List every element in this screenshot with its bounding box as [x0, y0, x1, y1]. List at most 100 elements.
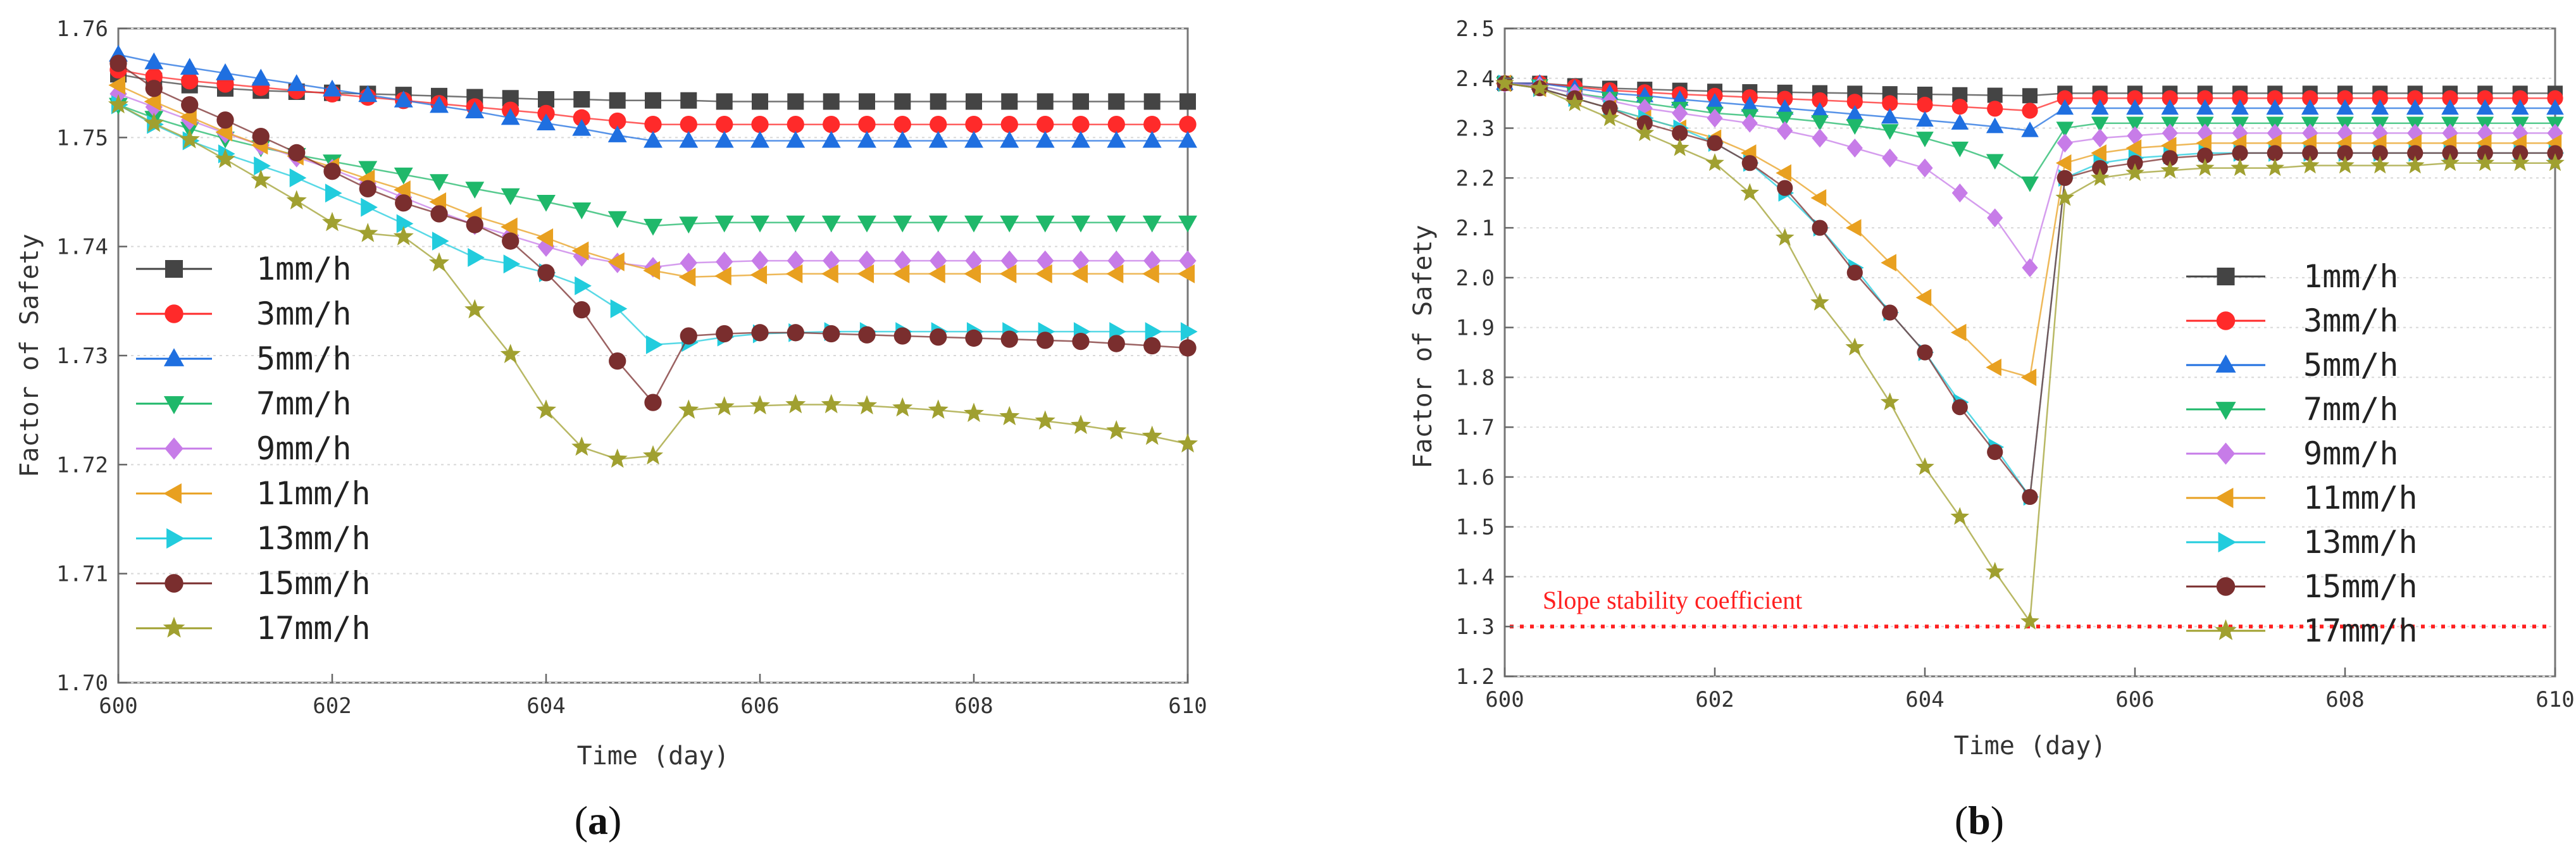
series-11mm-per-h-b-point-10 — [1845, 219, 1862, 237]
series-7mm-per-h-a-point-25 — [1000, 215, 1019, 233]
x-tick-label: 610 — [1168, 693, 1207, 719]
series-15mm-per-h-a-point-13 — [573, 301, 590, 319]
series-7mm-per-h-b-point-17 — [2091, 116, 2109, 133]
series-5mm-per-h-a-point-24 — [964, 130, 983, 148]
series-1mm-per-h-a-point-17 — [716, 93, 733, 110]
series-15mm-per-h-a-point-29 — [1143, 337, 1161, 355]
series-5mm-per-h-b-point-10 — [1846, 105, 1864, 121]
series-3mm-per-h-b-point-26 — [2407, 90, 2424, 106]
series-17mm-per-h-b-point-3 — [1600, 108, 1619, 127]
series-15mm-per-h-b-point-16 — [2056, 170, 2073, 186]
series-9mm-per-h-b-point-19 — [2162, 123, 2178, 143]
series-15mm-per-h-a-point-23 — [930, 328, 947, 346]
series-11mm-per-h-a-point-20 — [821, 264, 838, 283]
series-5mm-per-h-b-point-18 — [2126, 99, 2144, 115]
series-7mm-per-h-b-point-15 — [2021, 176, 2039, 192]
series-5mm-per-h-a-point-26 — [1035, 130, 1055, 148]
series-13mm-per-h-a-point-7 — [361, 197, 378, 217]
legend-marker-3-point-0 — [2215, 402, 2236, 420]
series-15mm-per-h-a-point-9 — [430, 205, 448, 223]
series-17mm-per-h-a-point-12 — [535, 399, 557, 419]
series-5mm-per-h-a-point-4 — [251, 68, 271, 86]
series-5mm-per-h-b-point-9 — [1811, 102, 1829, 118]
series-3mm-per-h-b-point-24 — [2337, 90, 2353, 106]
series-15mm-per-h-b-point-9 — [1812, 220, 1828, 236]
series-17mm-per-h-b-point-14 — [1985, 561, 2005, 580]
series-3mm-per-h-b-point-11 — [1882, 95, 1898, 111]
x-tick-label: 600 — [1485, 687, 1524, 712]
series-15mm-per-h-b-point-5 — [1672, 125, 1688, 142]
series-7mm-per-h-b-point-16 — [2056, 121, 2074, 137]
series-17mm-per-h-a-point-18 — [749, 395, 771, 414]
legend-marker-2-point-0 — [2215, 354, 2236, 373]
series-17mm-per-h-b-point-1 — [1530, 78, 1550, 97]
series-15mm-per-h-a-point-24 — [965, 329, 983, 347]
panel-label-a: (a) — [575, 798, 622, 843]
x-tick-label: 608 — [954, 693, 993, 719]
series-17mm-per-h-a-point-24 — [963, 402, 985, 423]
y-tick-label: 1.72 — [56, 452, 108, 478]
series-3mm-per-h-a-point-29 — [1143, 116, 1161, 133]
x-tick-label: 606 — [740, 693, 779, 719]
x-tick-label: 600 — [99, 693, 137, 719]
series-17mm-per-h-b-point-27 — [2441, 153, 2460, 171]
series-15mm-per-h-b-point-21 — [2232, 145, 2248, 161]
series-5mm-per-h-a-point-11 — [501, 108, 520, 125]
y-tick-label: 1.3 — [1456, 614, 1495, 640]
series-15mm-per-h-a-point-21 — [858, 326, 876, 344]
series-1mm-per-h-a-point-15 — [645, 92, 661, 109]
series-15mm-per-h-b-point-23 — [2302, 145, 2318, 161]
series-11mm-per-h-a-point-1 — [144, 92, 161, 111]
series-3mm-per-h-b-point-18 — [2127, 90, 2143, 106]
series-17mm-per-h-a-point-6 — [321, 211, 343, 232]
y-ticks-a: 1.70 1.71 1.72 1.73 1.74 1.75 1.76 — [56, 16, 127, 696]
series-5mm-per-h-a-point-8 — [394, 90, 413, 108]
series-15mm-per-h-b-point-12 — [1917, 344, 1933, 361]
y-tick-label: 1.75 — [56, 125, 108, 151]
series-3mm-per-h-a-point-30 — [1179, 116, 1197, 133]
series-5mm-per-h-b-point-26 — [2406, 99, 2424, 115]
y-tick-label: 1.2 — [1456, 664, 1495, 690]
series-1mm-per-h-a-point-13 — [573, 91, 590, 108]
series-7mm-per-h-a-point-30 — [1178, 215, 1197, 233]
series-15mm-per-h-a-point-8 — [395, 194, 413, 212]
series-5mm-per-h-a-point-28 — [1107, 130, 1126, 148]
series-11mm-per-h-b-point-16 — [2055, 154, 2072, 172]
series-3mm-per-h-a-point-21 — [858, 116, 876, 133]
series-17mm-per-h-a-point-23 — [928, 399, 949, 419]
series-1mm-per-h-a-point-18 — [752, 93, 768, 110]
legend-label: 5mm/h — [256, 340, 352, 377]
series-5mm-per-h-b-point-29 — [2511, 99, 2529, 115]
series-11mm-per-h-a-point-14 — [607, 252, 625, 271]
series-7mm-per-h-a-point-23 — [928, 215, 948, 233]
series-5mm-per-h-a-point-5 — [287, 74, 306, 91]
series-17mm-per-h-a-point-27 — [1070, 414, 1092, 434]
slope-stability-label: Slope stability coefficient — [1543, 586, 1802, 614]
series-17mm-per-h-b-point-13 — [1950, 507, 1970, 525]
legend-marker-6-point-0 — [2218, 531, 2237, 553]
series-17mm-per-h-a-point-20 — [821, 394, 842, 414]
series-15mm-per-h-a-point-14 — [609, 352, 626, 370]
x-axis-label-a: Time (day) — [577, 742, 730, 771]
series-5mm-per-h-a-point-27 — [1071, 130, 1090, 148]
legend-marker-0-point-0 — [165, 260, 183, 278]
series-5mm-per-h-a-point-23 — [928, 130, 948, 148]
series-13mm-per-h-a-point-10 — [468, 247, 485, 267]
series-15mm-per-h-a-point-5 — [288, 144, 306, 162]
chart-panel-a: 1.701.711.721.731.741.751.76 600 602 604 60… — [15, 16, 1207, 843]
series-7mm-per-h-a-point-15 — [644, 218, 663, 236]
series-17mm-per-h-b-point-11 — [1880, 392, 1900, 411]
series-7mm-per-h-a-point-20 — [821, 215, 841, 233]
series-17mm-per-h-b-point-30 — [2546, 153, 2565, 171]
series-9mm-per-h-b-point-7 — [1741, 113, 1758, 133]
series-9mm-per-h-b-point-18 — [2127, 126, 2143, 146]
series-3mm-per-h-a-point-20 — [823, 116, 840, 133]
legend-label: 7mm/h — [256, 385, 352, 422]
y-tick-label: 2.2 — [1456, 166, 1495, 191]
series-3mm-per-h-b-point-12 — [1917, 96, 1933, 113]
series-17mm-per-h-b-point-7 — [1740, 183, 1760, 201]
series-1mm-per-h-a-point-22 — [894, 93, 911, 110]
series-17mm-per-h-b-point-16 — [2055, 188, 2075, 206]
series-5mm-per-h-a-point-6 — [323, 79, 342, 97]
series-17mm-per-h-b-point-5 — [1670, 138, 1689, 156]
